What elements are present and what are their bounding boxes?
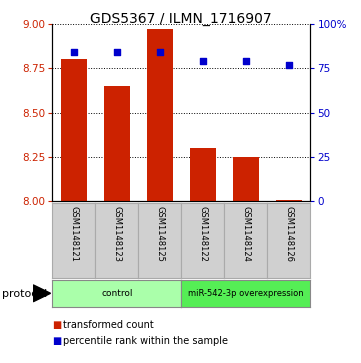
Text: GDS5367 / ILMN_1716907: GDS5367 / ILMN_1716907 — [90, 12, 271, 26]
Point — [243, 58, 249, 64]
Text: miR-542-3p overexpression: miR-542-3p overexpression — [188, 289, 304, 298]
Text: GSM1148122: GSM1148122 — [199, 205, 208, 261]
Text: ■: ■ — [52, 336, 62, 346]
Bar — [147, 29, 173, 201]
Text: ■: ■ — [52, 320, 62, 330]
Text: GSM1148124: GSM1148124 — [242, 205, 251, 261]
Point — [71, 49, 77, 55]
Bar — [104, 86, 130, 201]
Text: GSM1148123: GSM1148123 — [112, 205, 121, 261]
Polygon shape — [33, 285, 51, 302]
Point — [200, 58, 206, 64]
Text: protocol: protocol — [2, 289, 47, 299]
Bar — [233, 157, 259, 201]
Text: transformed count: transformed count — [63, 320, 154, 330]
Point — [114, 49, 120, 55]
Bar — [190, 148, 216, 201]
Bar — [61, 59, 87, 201]
Text: percentile rank within the sample: percentile rank within the sample — [63, 336, 228, 346]
Text: GSM1148121: GSM1148121 — [69, 205, 78, 261]
Point — [286, 62, 292, 68]
Point — [157, 49, 163, 55]
Text: GSM1148125: GSM1148125 — [155, 205, 164, 261]
Bar — [276, 200, 302, 201]
Text: GSM1148126: GSM1148126 — [284, 205, 293, 261]
Text: control: control — [101, 289, 132, 298]
